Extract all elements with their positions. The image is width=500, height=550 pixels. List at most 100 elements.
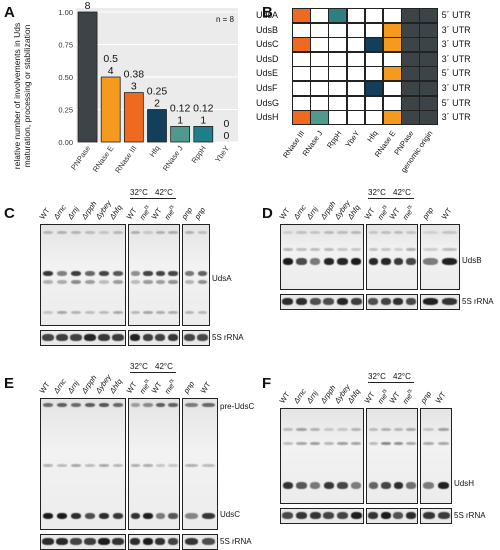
blot-band: [42, 231, 54, 234]
genomic-origin-cell: [419, 95, 439, 111]
matrix-cell: [401, 51, 420, 67]
rrna-band: [296, 512, 307, 519]
blot-band: [143, 280, 153, 284]
rrna-band: [422, 512, 435, 519]
rrna-band: [350, 298, 362, 305]
bar: [77, 11, 98, 143]
matrix-cell: [401, 81, 420, 97]
bar-value-label: 0.12: [193, 102, 214, 114]
blot-band: [381, 482, 391, 490]
blot-band: [168, 402, 178, 407]
blot-band: [56, 231, 68, 234]
ts-superscript: ts: [167, 378, 176, 385]
matrix-cell: [310, 81, 329, 97]
utr-label: 3´ UTR: [441, 83, 471, 93]
matrix-row-label: UdsD: [256, 53, 279, 64]
blot-band: [143, 513, 153, 520]
rrna-band: [282, 512, 294, 519]
x-tick-label: RppH: [190, 144, 208, 165]
genomic-origin-cell: [419, 37, 439, 53]
gel-membrane: [420, 408, 452, 504]
rrna-band: [142, 334, 153, 341]
blot-band: [112, 311, 124, 314]
blot-band: [112, 513, 124, 520]
panel-d-northern-blot: WT Δrnc Δrnj Δrpph Δybey Δhfq WT mets WT mets 32°C…: [252, 188, 500, 360]
blot-band: [56, 464, 68, 467]
blot-band: [130, 464, 140, 467]
matrix-cell: [401, 66, 420, 82]
gel-membrane: [40, 224, 126, 326]
rrna-loading-control: [280, 294, 364, 310]
blot-band: [368, 427, 378, 431]
blot-band: [296, 231, 307, 235]
rrna-band: [368, 512, 379, 519]
rrna-loading-control: [366, 508, 418, 524]
bar: [147, 109, 167, 143]
blot-band: [437, 482, 450, 490]
blot-band: [168, 311, 178, 314]
matrix-cell: [364, 95, 384, 111]
blot-band: [98, 464, 110, 467]
lane-label: WT: [277, 390, 292, 405]
blot-band: [393, 427, 403, 431]
blot-band: [323, 482, 334, 490]
blot-band: [56, 402, 68, 407]
rrna-band: [380, 512, 391, 519]
blot-band: [337, 258, 348, 266]
genomic-origin-cell: [419, 66, 439, 82]
rrna-band: [130, 334, 141, 341]
panel-d-letter: D: [262, 205, 273, 222]
blot-band: [84, 231, 96, 234]
lane-label: WT: [124, 380, 139, 395]
rrna-band: [368, 298, 379, 305]
rrna-band: [112, 334, 124, 341]
blot-band: [112, 402, 124, 407]
blot-band: [437, 427, 450, 431]
blot-band: [112, 464, 124, 467]
temp-divider-line: [130, 372, 176, 373]
matrix-cell: [346, 95, 366, 111]
blot-band: [184, 271, 195, 276]
blot-band: [130, 231, 140, 234]
blot-band: [296, 248, 307, 252]
blot-band: [155, 231, 165, 234]
blot-band: [323, 248, 334, 252]
blot-band: [337, 427, 348, 431]
matrix-cell: [292, 22, 311, 38]
panel-a-bar-chart: 0.00 0.25 0.50 0.75 1.00 1 8 PNPase 0.54 RNase E 0…: [58, 2, 238, 175]
matrix-row-label: UdsB: [256, 24, 279, 35]
gel-membrane: [366, 224, 418, 290]
blot-band: [143, 311, 153, 314]
blot-band: [42, 402, 54, 407]
lane-label: pnp: [192, 205, 207, 221]
rrna-loading-control: [182, 330, 210, 346]
blot-band: [422, 427, 435, 431]
blot-band: [282, 258, 293, 266]
rrna-band: [70, 538, 82, 545]
lane-label: mets: [400, 204, 414, 222]
panel-f-northern-blot: WT Δrnc Δrnj Δrpph Δybey Δhfq WT mets WT mets 32°C…: [252, 362, 500, 547]
blot-band: [350, 427, 362, 431]
matrix-cell: [292, 66, 311, 82]
matrix-cell: [292, 8, 311, 24]
ts-superscript: ts: [142, 204, 151, 211]
utr-label: 3´ UTR: [441, 39, 471, 50]
lane-label: Δrnc: [51, 203, 68, 221]
blot-band: [323, 231, 334, 235]
blot-band: [393, 248, 403, 252]
blot-band: [197, 231, 208, 234]
rrna-band: [296, 298, 307, 305]
x-tick-label: Hfq: [148, 144, 162, 159]
lane-label: pnp: [418, 389, 433, 405]
blot-band: [282, 248, 293, 252]
matrix-cell: [383, 66, 402, 82]
genomic-origin-cell: [419, 110, 439, 126]
lane-label: WT: [433, 390, 448, 405]
matrix-col-label: RNase III: [281, 128, 307, 160]
blot-band: [184, 280, 195, 284]
bar: [100, 76, 121, 143]
lane-label: pnp: [179, 205, 194, 221]
blot-band: [98, 271, 110, 276]
rrna-band: [155, 334, 166, 341]
temp-label-32: 32°C: [368, 372, 386, 381]
